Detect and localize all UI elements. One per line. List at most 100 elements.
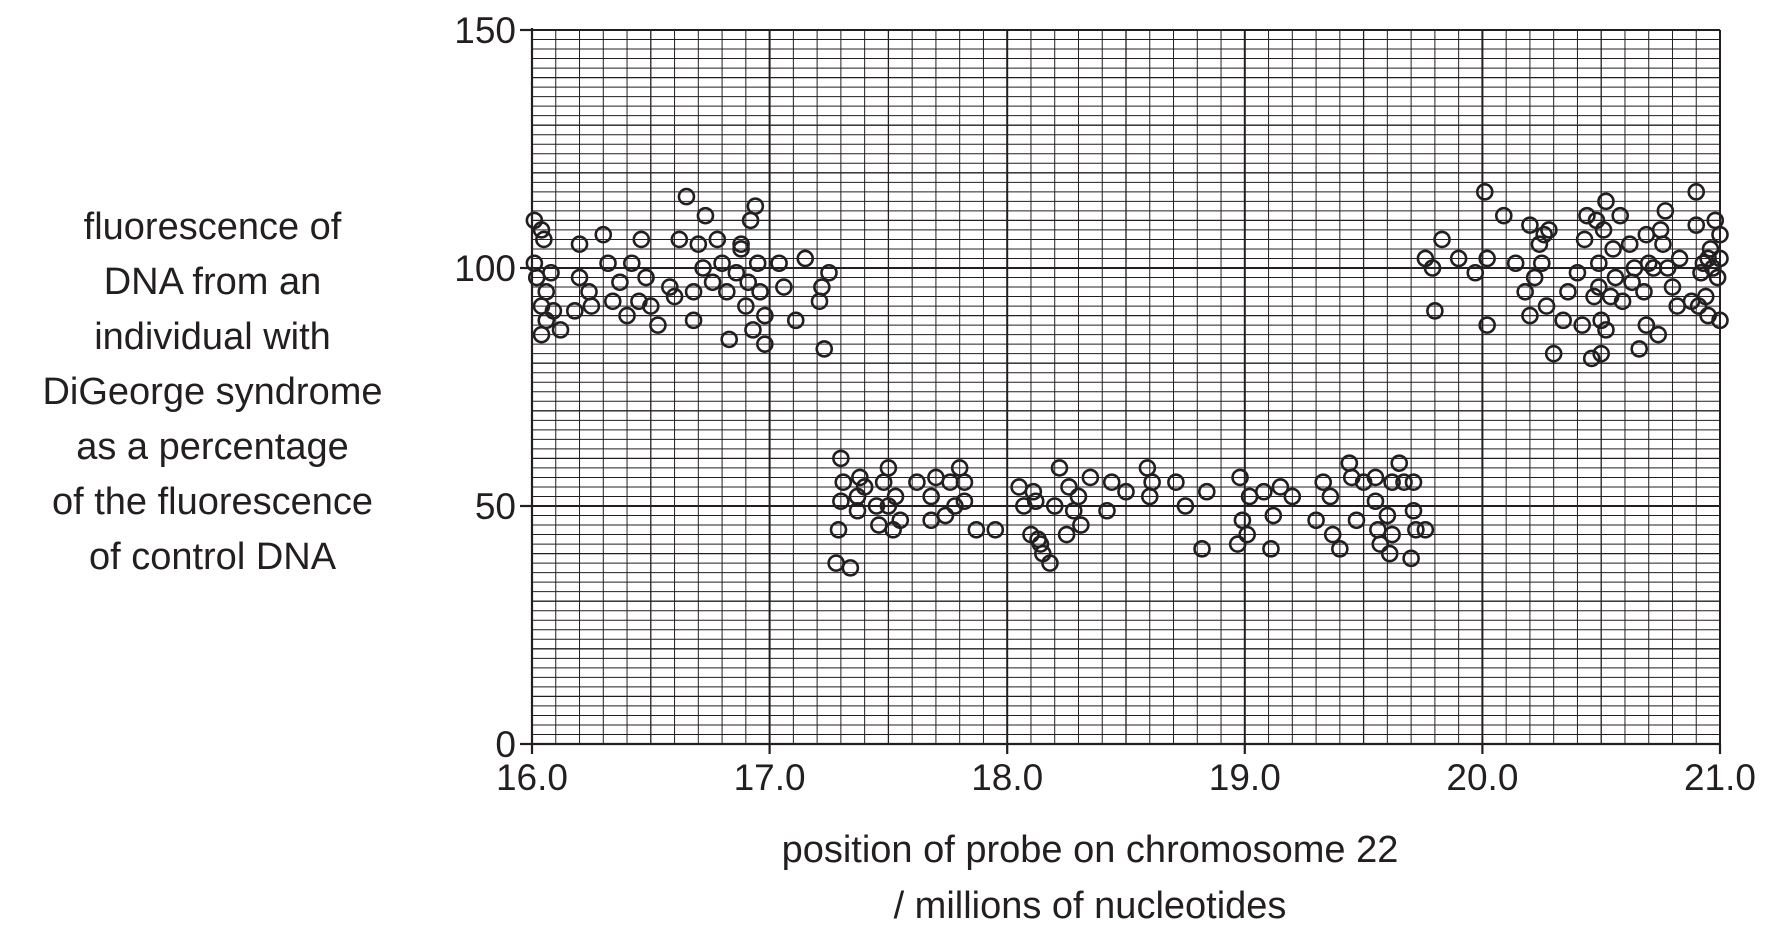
data-point (770, 254, 788, 273)
data-point (1271, 478, 1290, 496)
data-point (1590, 254, 1608, 273)
data-point (1193, 540, 1211, 558)
data-point (832, 492, 850, 511)
data-point (1331, 540, 1349, 558)
data-point (594, 225, 613, 244)
data-point (967, 520, 986, 539)
data-point (879, 459, 898, 477)
data-point (1554, 311, 1572, 330)
data-point (1057, 525, 1076, 544)
data-point (1559, 282, 1577, 301)
data-point (1701, 240, 1720, 258)
data-point (1072, 516, 1090, 534)
data-point (684, 282, 703, 301)
data-point (544, 302, 563, 320)
data-point (535, 230, 553, 249)
data-point (886, 487, 905, 506)
data-point (936, 506, 955, 525)
data-point (908, 473, 926, 492)
data-point (1238, 525, 1256, 544)
data-point (720, 330, 739, 349)
data-point (1696, 287, 1715, 306)
data-point (551, 321, 570, 339)
data-point (565, 302, 584, 320)
axes (530, 28, 1720, 746)
data-point (922, 487, 940, 506)
data-point (1371, 535, 1390, 553)
data-point (727, 263, 746, 282)
y-axis-label-line: DiGeorge syndrome (42, 371, 383, 413)
data-point (820, 263, 838, 282)
data-point (1026, 492, 1045, 511)
data-point (1402, 549, 1420, 568)
data-point (1176, 497, 1195, 515)
data-point (1228, 535, 1247, 553)
data-point (1582, 349, 1601, 368)
data-point (661, 278, 679, 296)
data-point (1658, 259, 1677, 277)
data-point (1024, 482, 1043, 501)
data-point (1597, 321, 1615, 339)
data-point (1390, 454, 1409, 472)
data-point (1423, 259, 1442, 277)
x-axis-label-line: position of probe on chromosome 22 (781, 829, 1399, 871)
data-point (955, 492, 974, 511)
data-point (1433, 230, 1451, 249)
data-point (1654, 235, 1672, 253)
data-point (746, 197, 765, 215)
data-point (718, 282, 736, 301)
data-point (1366, 492, 1385, 511)
data-point (739, 273, 758, 292)
data-point (737, 297, 755, 315)
data-point (599, 254, 617, 273)
data-point (696, 206, 715, 225)
data-point (1466, 263, 1485, 282)
data-point (1687, 216, 1706, 234)
y-axis-label-line: of the fluorescence (51, 481, 374, 523)
data-point (832, 449, 850, 468)
data-point (1516, 282, 1534, 301)
data-point (1663, 278, 1682, 296)
data-point (1590, 278, 1608, 296)
x-tick-label: 17.0 (734, 757, 806, 798)
data-point (1366, 468, 1385, 487)
data-points (525, 183, 1729, 577)
data-point (689, 235, 708, 253)
data-point (622, 254, 641, 273)
data-point (1639, 254, 1658, 273)
x-tick-label: 18.0 (971, 757, 1043, 798)
data-point (1283, 487, 1302, 506)
data-point (1711, 249, 1729, 268)
data-point (1670, 249, 1689, 268)
data-point (813, 278, 831, 296)
data-point (748, 254, 767, 273)
data-point (532, 221, 551, 239)
data-point (775, 278, 793, 296)
data-point (1041, 554, 1059, 572)
y-tick-label: 0 (495, 724, 516, 765)
data-point (649, 316, 667, 334)
data-point (1635, 282, 1653, 301)
data-point (1578, 206, 1596, 225)
data-point (1594, 221, 1613, 239)
data-point (1708, 268, 1727, 287)
data-point (732, 235, 750, 253)
data-point (1167, 473, 1185, 492)
data-point (1117, 482, 1135, 501)
data-point (1314, 473, 1333, 492)
data-point (848, 501, 867, 520)
data-point (1630, 340, 1649, 358)
data-point (1069, 487, 1088, 506)
data-point (1649, 325, 1668, 344)
data-point (1347, 511, 1366, 530)
data-point (851, 468, 869, 487)
data-point (708, 230, 727, 249)
data-point (1407, 520, 1425, 539)
data-point (1231, 468, 1249, 487)
data-point (1613, 292, 1632, 311)
data-point (1060, 478, 1078, 496)
y-axis-label: fluorescence of DNA from an individual w… (0, 200, 425, 585)
data-point (1081, 468, 1100, 487)
data-point (1262, 540, 1280, 558)
x-tick-label: 21.0 (1684, 757, 1756, 798)
